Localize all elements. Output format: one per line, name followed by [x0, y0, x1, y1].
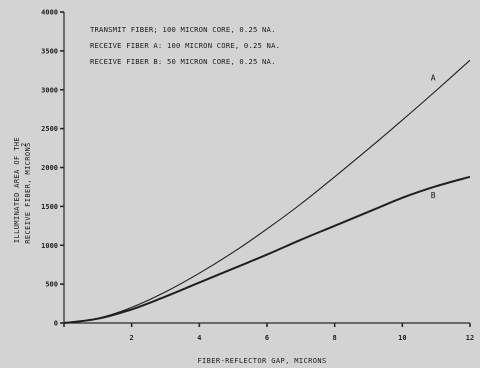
annotations: TRANSMIT FIBER; 100 MICRON CORE, 0.25 NA…: [90, 25, 280, 66]
y-axis-label-line1: ILLUMINATED AREA OF THE: [13, 137, 21, 243]
y-tick-label: 1500: [41, 203, 58, 211]
series-layer: AB: [63, 59, 471, 324]
series-line-a: [63, 59, 471, 324]
y-tick-label: 2000: [41, 164, 58, 172]
x-tick-label: 12: [466, 334, 474, 342]
y-tick-label: 4000: [41, 9, 58, 17]
series-line-b: [63, 175, 471, 324]
annotation-transmit: TRANSMIT FIBER; 100 MICRON CORE, 0.25 NA…: [90, 25, 276, 34]
x-tick-label: 2: [130, 334, 134, 342]
x-tick-label: 4: [197, 334, 201, 342]
annotation-receive-a: RECEIVE FIBER A: 100 MICRON CORE, 0.25 N…: [90, 41, 280, 50]
x-tick-label: 10: [398, 334, 406, 342]
y-tick-label: 3000: [41, 86, 58, 94]
x-ticks: 2 4 6 8 10 12: [63, 323, 474, 342]
series-label-a: A: [431, 74, 436, 83]
x-axis-label: FIBER-REFLECTOR GAP, MICRONS: [197, 357, 326, 365]
y-axis-label-superscript: 2: [20, 142, 28, 147]
x-tick-label: 8: [333, 334, 337, 342]
y-ticks: 0 500 1000 1500 2000 2500 3000 3500 4000: [41, 9, 64, 328]
y-axis-label: ILLUMINATED AREA OF THE RECEIVE FIBER, M…: [13, 137, 32, 244]
series-label-b: B: [431, 191, 436, 200]
y-axis-label-line2: RECEIVE FIBER, MICRONS: [24, 142, 32, 244]
y-tick-label: 0: [54, 320, 58, 328]
annotation-receive-b: RECEIVE FIBER B: 50 MICRON CORE, 0.25 NA…: [90, 57, 276, 66]
y-tick-label: 3500: [41, 47, 58, 55]
y-tick-label: 1000: [41, 242, 58, 250]
y-tick-label: 2500: [41, 125, 58, 133]
x-tick-label: 6: [265, 334, 269, 342]
y-tick-label: 500: [45, 281, 58, 289]
